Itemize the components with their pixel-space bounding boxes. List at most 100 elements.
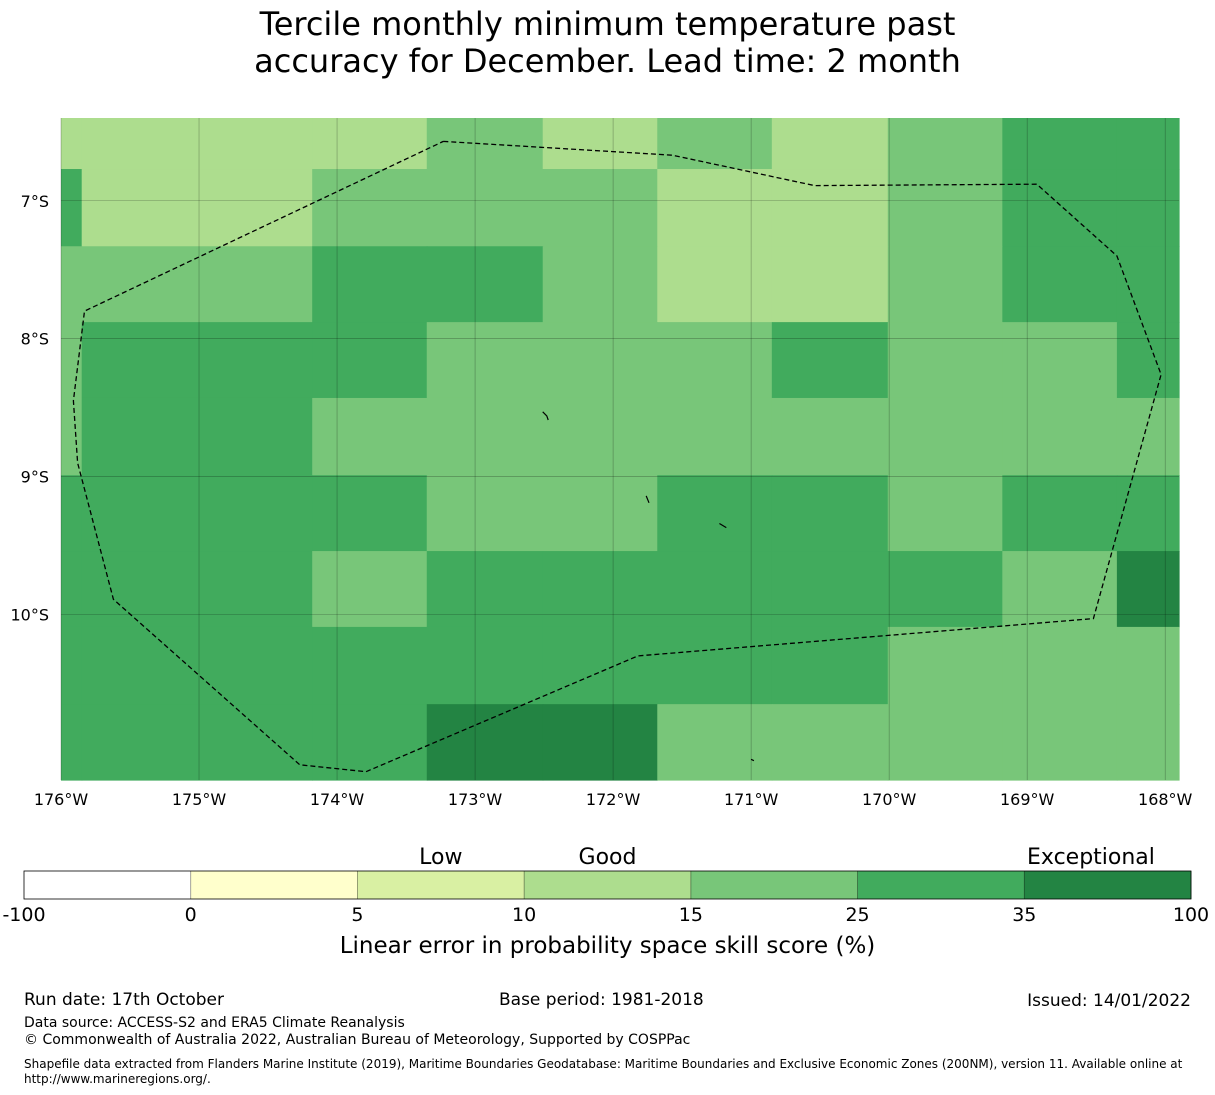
grid-cell	[771, 118, 889, 170]
grid-cell	[312, 626, 428, 705]
lon-tick-label: 176°W	[34, 790, 89, 809]
grid-cell	[771, 322, 889, 399]
grid-cell	[61, 322, 83, 399]
colorbar-bin	[24, 871, 192, 899]
chart-title: Tercile monthly minimum temperature past…	[0, 6, 1215, 80]
grid-cell	[312, 322, 428, 399]
grid-cell	[1002, 551, 1118, 628]
colorbar-bin	[357, 871, 525, 899]
colorbar-tick-label: 10	[512, 904, 536, 926]
grid-cell	[542, 475, 658, 552]
lon-tick-label: 171°W	[724, 790, 779, 809]
grid-cell	[312, 246, 428, 323]
lat-tick-label: 10°S	[10, 606, 49, 625]
title-line-2: accuracy for December. Lead time: 2 mont…	[254, 42, 961, 80]
grid-cell	[1002, 475, 1118, 552]
grid-cell	[81, 551, 313, 628]
grid-cell	[657, 169, 773, 247]
lat-tick-label: 9°S	[21, 468, 49, 487]
grid-cell	[657, 246, 773, 323]
grid-cell	[426, 551, 544, 628]
lon-tick-label: 169°W	[1000, 790, 1055, 809]
grid-cell	[312, 397, 428, 476]
grid-cell	[887, 397, 1003, 476]
grid-cell	[81, 704, 313, 781]
grid-cell	[887, 475, 1003, 552]
grid-cell	[1002, 626, 1118, 705]
grid-cell	[887, 626, 1003, 705]
lon-tick-label: 175°W	[172, 790, 227, 809]
grid-cell	[81, 322, 313, 399]
colorbar-tick-label: -100	[2, 904, 45, 926]
colorbar-tick-label: 0	[185, 904, 197, 926]
grid-cell	[657, 475, 773, 552]
grid-cell	[1116, 551, 1180, 628]
grid-cell	[61, 246, 83, 323]
grid-cell	[542, 551, 658, 628]
grid-cell	[542, 704, 658, 781]
colorbar-axis-label: Linear error in probability space skill …	[340, 933, 876, 959]
grid-cell	[1002, 246, 1118, 323]
grid-cell	[657, 118, 773, 170]
grid-cell	[81, 118, 313, 170]
grid-cell	[1116, 397, 1180, 476]
colorbar-category-label: Good	[579, 845, 637, 870]
grid-cell	[771, 551, 889, 628]
grid-cell	[1116, 626, 1180, 705]
title-line-1: Tercile monthly minimum temperature past	[259, 5, 956, 43]
axis-tick-labels: 176°W 175°W 174°W 173°W 172°W 171°W 170°W 169°W…	[10, 192, 1192, 809]
colorbar-tick-label: 25	[845, 904, 869, 926]
grid-cell	[426, 626, 544, 705]
grid-cell	[61, 704, 83, 781]
lat-tick-label: 8°S	[21, 330, 49, 349]
grid-cell	[1116, 169, 1180, 247]
grid-cell	[657, 704, 773, 781]
colorbar-tick-label: 5	[351, 904, 363, 926]
grid-cell	[61, 397, 83, 476]
lon-tick-label: 170°W	[862, 790, 917, 809]
colorbar-bin	[690, 871, 858, 899]
grid-cell	[887, 169, 1003, 247]
grid-cell	[312, 551, 428, 628]
grid-cell	[887, 322, 1003, 399]
colorbar-tick-label: 15	[679, 904, 703, 926]
grid-cell	[771, 397, 889, 476]
island-outline	[750, 758, 755, 762]
eez-boundary	[72, 140, 1162, 773]
grid-cell	[1002, 322, 1118, 399]
grid-cell	[542, 118, 658, 170]
grid-cell	[542, 397, 658, 476]
grid-cell	[426, 169, 544, 247]
lon-tick-label: 174°W	[310, 790, 365, 809]
grid-cell	[81, 475, 313, 552]
grid-cell	[1002, 397, 1118, 476]
island-outline	[719, 522, 727, 529]
grid-cell	[1116, 322, 1180, 399]
grid-cell	[61, 626, 83, 705]
copyright: © Commonwealth of Australia 2022, Austra…	[24, 1032, 691, 1048]
issued-date: Issued: 14/01/2022	[1027, 991, 1191, 1011]
grid-cell	[1116, 246, 1180, 323]
grid-cell	[887, 704, 1003, 781]
colorbar-bin	[1024, 871, 1192, 899]
grid-cell	[1116, 118, 1180, 170]
lon-tick-label: 168°W	[1138, 790, 1193, 809]
grid-cell	[657, 322, 773, 399]
grid-cell	[542, 626, 658, 705]
grid-cell	[771, 246, 889, 323]
island-outline	[645, 495, 650, 504]
grid-cell	[312, 118, 428, 170]
grid-cell	[657, 397, 773, 476]
grid-cell	[61, 118, 83, 170]
colorbar-bin	[524, 871, 692, 899]
island-outline	[542, 411, 549, 421]
grid-cell	[61, 551, 83, 628]
colorbar-category-label: Exceptional	[1027, 845, 1155, 870]
colorbar-category-label: Low	[419, 845, 462, 870]
grid-cell	[426, 704, 544, 781]
lon-tick-label: 172°W	[586, 790, 641, 809]
grid-cell	[1002, 704, 1118, 781]
grid-cell	[81, 397, 313, 476]
grid-cell	[771, 169, 889, 247]
